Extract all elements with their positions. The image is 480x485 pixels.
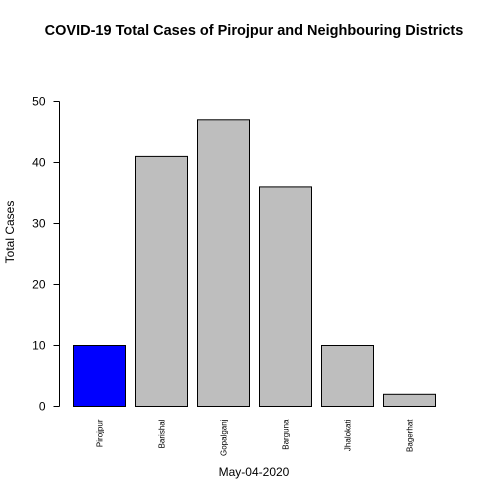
bar-barishal — [135, 155, 188, 407]
y-tick-label: 10 — [32, 339, 46, 353]
x-category-label: Gopalganj — [220, 419, 229, 456]
x-category-label: Pirojpur — [96, 419, 105, 447]
y-tick-label: 0 — [39, 400, 46, 414]
x-category-label: Bagerhat — [406, 419, 415, 452]
y-tick-label: 30 — [32, 217, 46, 231]
y-tick-label: 20 — [32, 278, 46, 292]
bars — [73, 119, 436, 408]
y-axis-label: Total Cases — [3, 201, 17, 264]
bar-bagerhat — [383, 393, 436, 407]
x-axis-category-labels: Pirojpur Barishal Gopalganj Barguna Jhalokat… — [96, 419, 415, 456]
x-category-label: Barishal — [158, 419, 167, 448]
bar-pirojpur — [73, 345, 126, 407]
y-tick-label: 50 — [32, 95, 46, 109]
bar-gopalganj — [197, 119, 250, 408]
x-category-label: Barguna — [282, 419, 291, 450]
x-category-label: Jhalokati — [344, 419, 353, 451]
bar-jhalokati — [321, 345, 374, 407]
chart-title: COVID-19 Total Cases of Pirojpur and Nei… — [45, 23, 464, 39]
y-axis: 0 10 20 30 40 50 — [32, 95, 60, 414]
y-tick-label: 40 — [32, 156, 46, 170]
bar-barguna — [259, 186, 312, 407]
x-axis-label: May-04-2020 — [219, 465, 290, 479]
